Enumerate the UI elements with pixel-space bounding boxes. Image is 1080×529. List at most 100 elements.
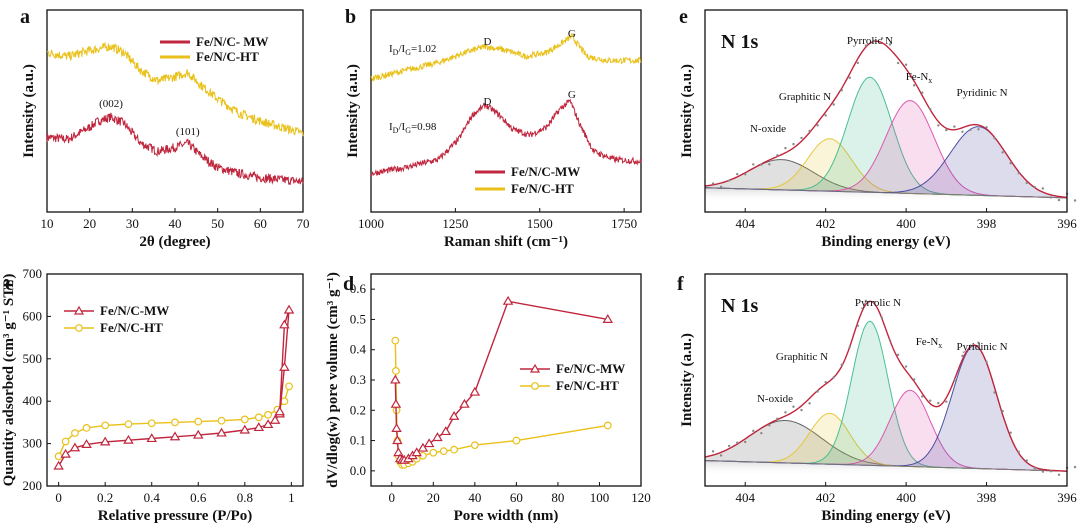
component-fill: [705, 159, 1067, 198]
x-tick-label: 396: [1057, 490, 1077, 505]
ratio-part: D: [393, 48, 399, 57]
panel-label: b: [345, 6, 356, 28]
series-ht-point: [603, 421, 612, 430]
raw-data-point: [1033, 466, 1037, 470]
raw-data-point: [1049, 196, 1053, 199]
raw-data-point: [784, 146, 787, 150]
raw-data-point: [872, 39, 876, 43]
x-tick-label: 120: [631, 490, 651, 505]
peak-label-101: (101): [176, 126, 200, 138]
series-mw-point: [99, 436, 111, 446]
raw-data-point: [848, 345, 851, 349]
x-tick-label: 20: [427, 490, 440, 505]
raw-data-point: [856, 324, 860, 327]
series-ht-point: [101, 421, 110, 430]
raw-data-point: [977, 341, 980, 344]
x-tick-label: 1000: [358, 216, 384, 231]
panel-f-xps: f 404 402 400 398 396 Binding energy (eV) Inten…: [677, 273, 1077, 524]
series-mw-point: [81, 439, 92, 448]
component-label: Pyridinic N: [956, 341, 1007, 353]
series-ht-point: [240, 415, 249, 424]
x-tick-label: 400: [896, 216, 916, 231]
fen-sub: x: [938, 341, 942, 350]
x-tick-label: 404: [735, 216, 755, 231]
series-ht-point: [391, 336, 400, 345]
legend-ht-text: Fe/N/C-HT: [556, 378, 619, 393]
raw-data-point: [912, 378, 916, 381]
spectrum-title: N 1s: [721, 31, 758, 53]
series-ht-point: [429, 448, 438, 457]
series-ht-point: [147, 419, 156, 428]
raw-data-point: [824, 380, 827, 384]
raw-data-point: [711, 182, 715, 185]
raw-data-point: [1057, 198, 1061, 202]
ratio-part: /I: [398, 43, 405, 55]
plot-frame: [704, 9, 1068, 213]
series-ht-point: [285, 382, 293, 391]
raw-data-point: [1025, 459, 1028, 462]
series-ht: [46, 41, 304, 137]
ratio-part: I: [389, 43, 393, 55]
component-label: Graphitic N: [779, 91, 831, 103]
raw-data-point: [1049, 470, 1053, 473]
raw-data-point: [1017, 171, 1020, 175]
series-mw-point: [193, 429, 204, 439]
x-axis-label: Relative pressure (P/Po): [98, 508, 252, 524]
raw-data-point: [929, 399, 932, 402]
series-mw-point: [283, 304, 295, 314]
ratio-ht: ID/IG=1.02: [389, 43, 436, 57]
series-ht-point: [194, 417, 203, 426]
y-axis-label: Intensity (a.u.): [345, 64, 361, 158]
y-tick-label: 0.6: [350, 281, 367, 296]
x-axis-label: Binding energy (eV): [821, 234, 950, 250]
raw-data-point: [953, 379, 956, 382]
series-mw-point: [253, 422, 265, 432]
series-mw: [370, 98, 642, 177]
plot-frame: [370, 9, 642, 213]
band-d-ht: D: [483, 36, 491, 48]
raw-data-point: [937, 124, 940, 127]
series-mw-point: [390, 374, 401, 384]
raw-data-point: [1009, 162, 1012, 165]
series-ht-point: [392, 367, 400, 375]
raw-data-point: [744, 173, 747, 176]
raw-data-point: [864, 44, 868, 47]
raw-data-point: [832, 103, 835, 106]
y-tick-label: 700: [23, 266, 43, 281]
band-g-mw: G: [568, 89, 576, 101]
raw-data-point: [856, 61, 860, 65]
raw-data-point: [945, 128, 948, 132]
raw-data-point: [880, 316, 884, 320]
legend-ht-text: Fe/N/C-HT: [196, 49, 259, 64]
raw-data-point: [792, 142, 795, 146]
background-shade: [705, 187, 1067, 202]
y-axis-label: Quantity adsorbed (cm³ g⁻¹ STP): [1, 274, 17, 487]
raw-data-point: [711, 450, 715, 453]
component-fill: [705, 138, 1067, 198]
peak-label-002: (002): [99, 98, 123, 110]
raw-data-point: [1073, 199, 1077, 202]
component-label: N-oxide: [750, 123, 786, 135]
x-tick-label: 402: [816, 490, 836, 505]
x-tick-label: 1750: [611, 216, 637, 231]
series-mw-point: [440, 426, 452, 436]
raw-data-point: [993, 391, 996, 394]
y-axis-label: Intensity (a.u.): [679, 333, 695, 427]
series-mw-point: [239, 424, 251, 434]
ratio-part: D: [393, 126, 399, 135]
raw-data-point: [1057, 473, 1061, 476]
component-label: Pyrrolic N: [855, 297, 901, 309]
panel-label: d: [343, 273, 354, 295]
y-tick-label: 0.5: [350, 311, 366, 326]
panel-a-xrd: a 10 20 30 40 50 60 70 2θ (degree) Intensity (a.u…: [20, 6, 310, 250]
component-label: Pyrrolic N: [847, 35, 893, 47]
series-mw-point: [274, 406, 285, 416]
raw-data-point: [744, 440, 747, 444]
raw-data-point: [1073, 465, 1077, 469]
raw-data-point: [896, 61, 900, 65]
y-tick-label: 300: [23, 436, 43, 451]
x-tick-label: 1: [288, 490, 295, 505]
series-mw-point: [216, 427, 227, 437]
y-tick-label: 0.1: [350, 433, 366, 448]
